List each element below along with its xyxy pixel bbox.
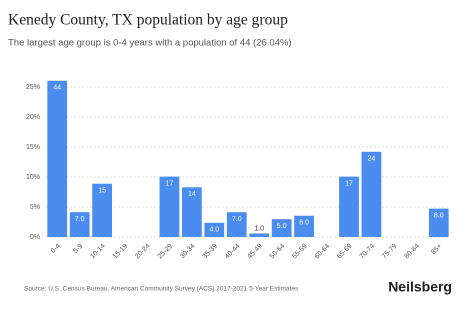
data-label: 14 <box>188 191 196 198</box>
bar <box>271 219 292 237</box>
y-tick-label: 20% <box>26 114 40 121</box>
y-tick-label: 5% <box>30 204 40 211</box>
bar <box>361 151 382 237</box>
y-tick-label: 0% <box>30 234 40 241</box>
x-tick-label: 70-74 <box>359 243 377 261</box>
data-label: 8.0 <box>434 212 444 219</box>
data-label: 7.0 <box>232 216 242 223</box>
x-tick-label: 80-84 <box>403 243 421 261</box>
y-tick-label: 25% <box>26 84 40 91</box>
x-tick-label: 10-14 <box>89 243 107 261</box>
bar <box>92 183 112 237</box>
x-tick-label: 0-4 <box>50 243 62 255</box>
x-tick-label: 25-29 <box>157 243 175 261</box>
x-tick-label: 55-59 <box>291 243 309 261</box>
x-tick-label: 50-54 <box>269 243 287 261</box>
data-label: 24 <box>368 156 376 163</box>
x-tick-label: 30-34 <box>179 243 197 261</box>
data-label: 4.0 <box>209 227 219 234</box>
data-label: 17 <box>166 180 174 187</box>
x-tick-label: 65-69 <box>336 243 354 261</box>
chart-title: Kenedy County, TX population by age grou… <box>8 12 288 29</box>
x-tick-label: 40-44 <box>224 243 242 261</box>
x-tick-label: 75-79 <box>381 243 399 261</box>
bar <box>294 215 314 237</box>
x-tick-label: 15-19 <box>112 243 130 261</box>
x-tick-label: 60-64 <box>314 243 332 261</box>
bar <box>226 212 247 237</box>
bar <box>182 187 202 237</box>
x-tick-label: 35-39 <box>201 243 219 261</box>
data-label: 15 <box>98 188 106 195</box>
bar <box>249 233 270 237</box>
bar <box>428 208 449 237</box>
x-tick-label: 20-24 <box>134 243 152 261</box>
data-label: 6.0 <box>299 220 309 227</box>
source-note: Source: U.S. Census Bureau, American Com… <box>24 286 299 293</box>
x-tick-label: 5-9 <box>72 243 84 255</box>
data-label: 44 <box>53 85 61 92</box>
x-tick-label: 45-49 <box>246 243 264 261</box>
data-label: 1.0 <box>254 225 264 232</box>
x-tick-label: 85+ <box>430 243 443 256</box>
data-label: 5.0 <box>277 223 287 230</box>
y-tick-label: 15% <box>26 144 40 151</box>
data-label: 17 <box>345 180 353 187</box>
brand: Neilsberg <box>388 279 452 295</box>
bar <box>47 80 68 237</box>
bar <box>339 176 359 237</box>
bar <box>159 176 180 237</box>
y-tick-label: 10% <box>26 174 40 181</box>
bar <box>69 212 90 237</box>
bar <box>204 222 225 237</box>
data-label: 7.0 <box>75 216 85 223</box>
chart-subtitle: The largest age group is 0-4 years with … <box>8 38 292 49</box>
